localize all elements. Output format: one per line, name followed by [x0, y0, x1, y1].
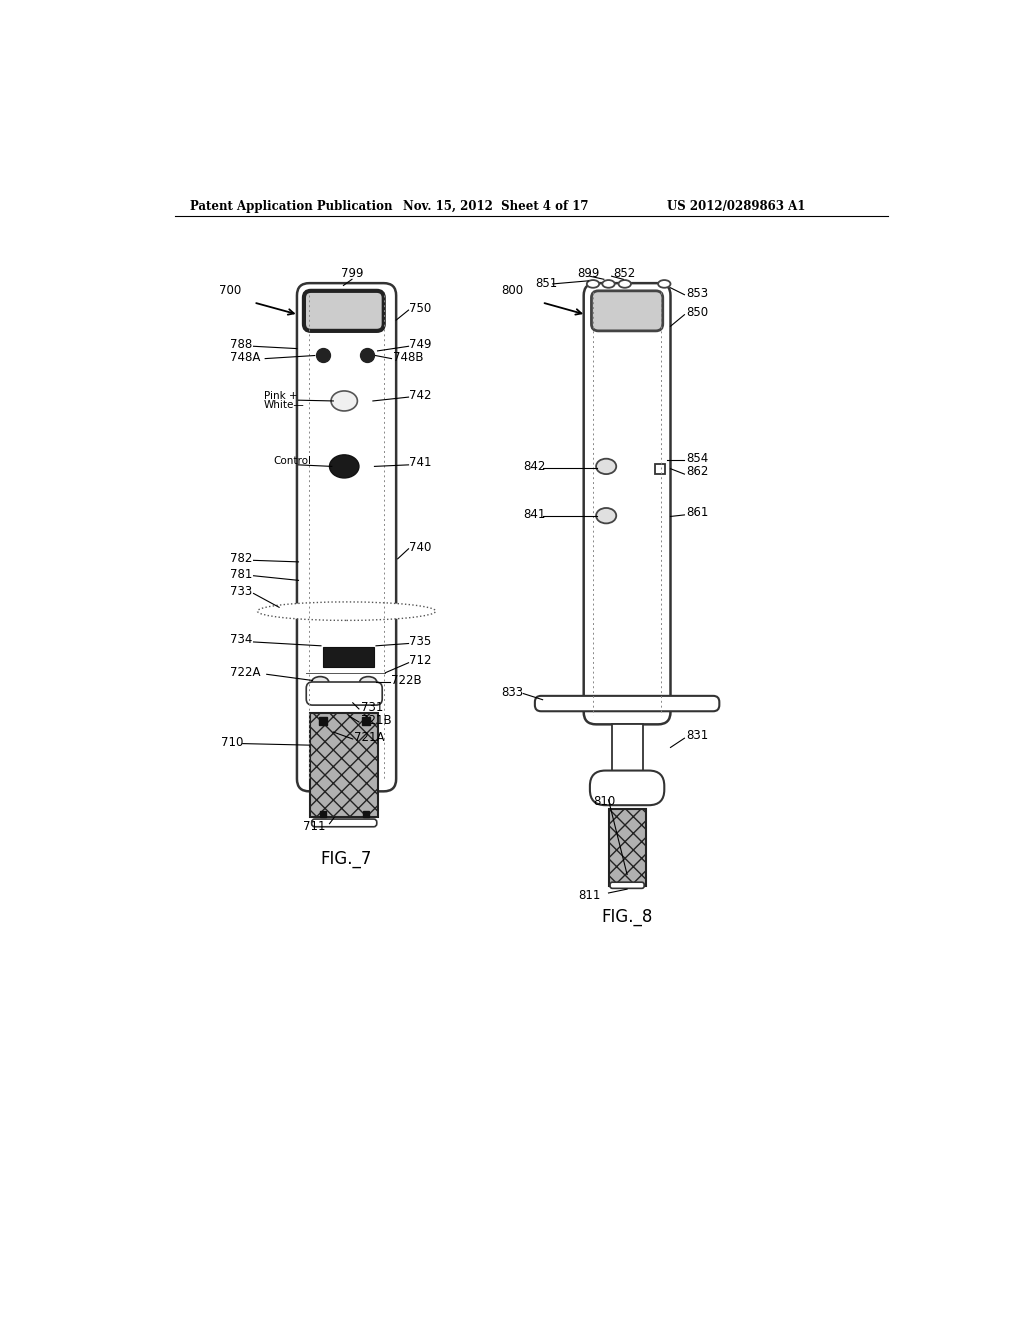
- Ellipse shape: [257, 602, 435, 620]
- Bar: [323, 647, 375, 667]
- Text: 788: 788: [230, 338, 253, 351]
- FancyBboxPatch shape: [610, 882, 644, 888]
- Text: Patent Application Publication: Patent Application Publication: [190, 199, 392, 213]
- Text: 850: 850: [686, 306, 709, 319]
- Text: 742: 742: [410, 389, 432, 403]
- Text: 811: 811: [578, 888, 600, 902]
- Text: 700: 700: [219, 284, 242, 297]
- Text: 748B: 748B: [393, 351, 424, 363]
- Ellipse shape: [359, 677, 377, 688]
- Ellipse shape: [331, 391, 357, 411]
- Ellipse shape: [602, 280, 614, 288]
- Text: 833: 833: [502, 685, 523, 698]
- Text: FIG._8: FIG._8: [601, 908, 652, 925]
- FancyBboxPatch shape: [590, 771, 665, 805]
- Text: 721A: 721A: [354, 731, 385, 744]
- Text: 750: 750: [410, 302, 431, 315]
- Text: 800: 800: [502, 284, 523, 297]
- Text: 749: 749: [410, 338, 432, 351]
- Text: 733: 733: [230, 585, 253, 598]
- Bar: [608, 809, 646, 886]
- Text: 731: 731: [360, 701, 383, 714]
- Text: 861: 861: [686, 506, 709, 519]
- Text: Pink +: Pink +: [263, 391, 297, 400]
- Text: 831: 831: [686, 730, 709, 742]
- Ellipse shape: [311, 677, 329, 688]
- Text: 710: 710: [221, 735, 244, 748]
- Text: 853: 853: [686, 286, 709, 300]
- FancyBboxPatch shape: [311, 818, 377, 826]
- Text: 721B: 721B: [360, 714, 391, 727]
- Ellipse shape: [596, 459, 616, 474]
- Text: 712: 712: [410, 653, 432, 667]
- FancyBboxPatch shape: [592, 290, 663, 331]
- Ellipse shape: [587, 280, 599, 288]
- Text: 862: 862: [686, 465, 709, 478]
- Text: 740: 740: [410, 541, 432, 554]
- FancyBboxPatch shape: [584, 284, 671, 725]
- Text: 722A: 722A: [230, 667, 261, 680]
- FancyBboxPatch shape: [304, 290, 384, 331]
- Text: 722B: 722B: [391, 675, 422, 686]
- Text: 734: 734: [230, 634, 253, 647]
- Ellipse shape: [618, 280, 631, 288]
- Ellipse shape: [596, 508, 616, 524]
- Text: 711: 711: [303, 820, 326, 833]
- Text: Control: Control: [273, 455, 311, 466]
- Ellipse shape: [658, 280, 671, 288]
- Text: Nov. 15, 2012  Sheet 4 of 17: Nov. 15, 2012 Sheet 4 of 17: [403, 199, 589, 213]
- FancyBboxPatch shape: [535, 696, 719, 711]
- Text: 851: 851: [536, 277, 558, 289]
- Bar: [655, 465, 665, 474]
- Text: 841: 841: [523, 508, 546, 521]
- Text: White—: White—: [263, 400, 304, 409]
- Text: 842: 842: [523, 459, 546, 473]
- Bar: [611, 725, 643, 775]
- Text: 735: 735: [410, 635, 431, 648]
- Text: US 2012/0289863 A1: US 2012/0289863 A1: [667, 199, 805, 213]
- Ellipse shape: [330, 455, 359, 478]
- Text: 810: 810: [593, 795, 615, 808]
- Text: 852: 852: [613, 268, 636, 280]
- Text: 854: 854: [686, 453, 709, 465]
- Text: FIG._7: FIG._7: [321, 850, 373, 869]
- Text: 899: 899: [578, 268, 600, 280]
- FancyBboxPatch shape: [306, 682, 382, 705]
- FancyBboxPatch shape: [297, 284, 396, 792]
- Bar: [310, 713, 378, 817]
- Text: 799: 799: [341, 268, 364, 280]
- Text: 748A: 748A: [230, 351, 261, 363]
- Text: 782: 782: [230, 552, 253, 565]
- Text: 781: 781: [230, 568, 253, 581]
- Text: 741: 741: [410, 455, 432, 469]
